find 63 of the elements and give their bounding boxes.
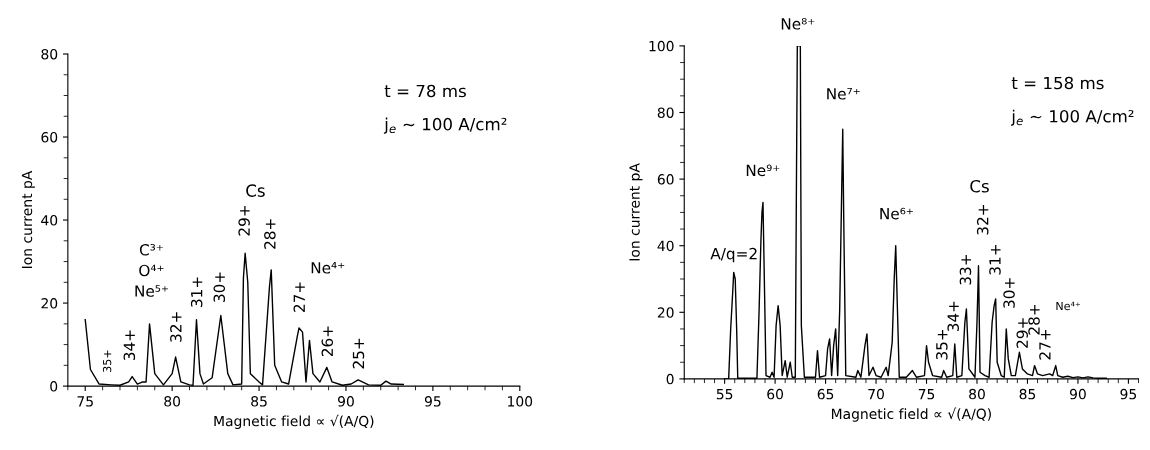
- annotation: 29+: [1016, 318, 1029, 348]
- annotation: C³⁺ O⁴⁺ Ne⁵⁺: [135, 244, 168, 297]
- x-tick-label: 60: [767, 388, 784, 400]
- x-tick-label: 80: [164, 396, 181, 407]
- annotation: t = 78 ms: [384, 84, 466, 98]
- x-tick-label: 90: [1069, 388, 1086, 400]
- x-tick-label: 85: [251, 396, 267, 407]
- x-tick-label: 75: [918, 389, 935, 400]
- annotation: t = 158 ms: [1011, 76, 1104, 90]
- x-tick-label: 95: [424, 396, 441, 407]
- x-tick-label: 100: [508, 396, 533, 407]
- y-tick-label: 100: [649, 40, 674, 52]
- annotation: 31+: [190, 277, 203, 307]
- y-tick-label: 20: [657, 307, 674, 318]
- y-tick-label: 40: [657, 240, 674, 252]
- annotation: Cs: [246, 184, 265, 197]
- annotation: 34+: [123, 330, 136, 361]
- x-axis-title: Magnetic field ∝ √(A/Q): [831, 407, 991, 422]
- annotation: j$_{e}$ ~ 100 A/cm²: [383, 117, 507, 134]
- annotation: 28+: [1028, 304, 1040, 335]
- y-axis-title: Ion current pA: [21, 170, 35, 269]
- annotation: 34+: [947, 301, 959, 332]
- y-tick-label: 0: [50, 381, 58, 392]
- y-tick-label: 80: [41, 48, 58, 60]
- annotation: Ne⁴⁺: [311, 262, 345, 274]
- x-tick-label: 70: [868, 388, 884, 400]
- annotation: 31+: [989, 245, 1001, 275]
- x-tick-label: 80: [969, 388, 985, 400]
- x-tick-label: 85: [1019, 388, 1036, 400]
- annotation: 27+: [293, 282, 305, 312]
- y-tick-label: 0: [666, 373, 674, 385]
- annotation: 28+: [264, 219, 276, 249]
- annotation: A/q=2: [710, 247, 757, 263]
- annotation: j$_{e}$ ~ 100 A/cm²: [1011, 109, 1134, 126]
- annotation: 30+: [213, 272, 226, 302]
- annotation: 29+: [238, 206, 250, 236]
- y-tick-label: 80: [657, 107, 674, 118]
- x-axis-title: Magnetic field ∝ √(A/Q): [214, 414, 374, 429]
- annotation: 30+: [1003, 278, 1015, 308]
- text: Ne⁸⁺: [781, 18, 815, 30]
- x-tick-label: 90: [338, 396, 354, 407]
- annotation: Ne⁶⁺: [880, 207, 913, 220]
- y-tick-label: 40: [41, 215, 58, 226]
- annotation: 27+: [1039, 329, 1051, 360]
- annotation: Ne⁴⁺: [1056, 301, 1081, 311]
- y-tick-label: 20: [41, 298, 58, 309]
- annotation: Cs: [970, 179, 989, 193]
- annotation: 32+: [976, 205, 989, 235]
- annotation: 32+: [170, 312, 182, 342]
- annotation: Ne⁷⁺: [827, 88, 860, 100]
- y-axis-title: Ion current pA: [629, 163, 643, 261]
- x-tick-label: 75: [77, 396, 93, 407]
- annotation: 35+: [102, 350, 112, 372]
- x-tick-label: 55: [716, 389, 733, 400]
- y-tick-label: 60: [41, 131, 58, 143]
- annotation: Ne⁹⁺: [746, 164, 780, 177]
- annotation: 33+: [959, 255, 972, 285]
- y-tick-label: 60: [657, 174, 674, 185]
- annotation: 26+: [321, 326, 334, 357]
- annotation: 35+: [936, 329, 948, 360]
- x-tick-label: 65: [817, 388, 834, 400]
- annotation: 25+: [352, 338, 365, 369]
- x-tick-label: 95: [1120, 388, 1137, 400]
